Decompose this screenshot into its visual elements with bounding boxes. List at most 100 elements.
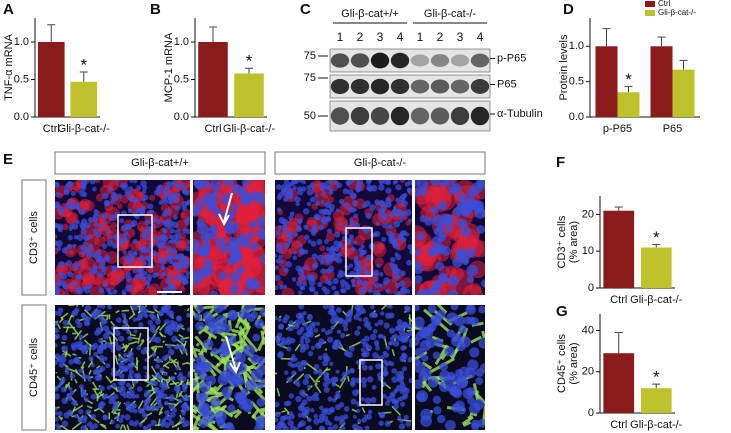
- x-tick-label: Gli-β-cat-/-: [58, 123, 110, 135]
- inset-box: [359, 359, 383, 406]
- micrograph: [275, 180, 412, 295]
- blot-band: [390, 106, 410, 126]
- lane-label: 1: [417, 30, 424, 44]
- y-axis-label: (% area): [568, 221, 580, 263]
- significance: *: [625, 70, 632, 89]
- band-label: P65: [497, 78, 517, 90]
- y-tick-label: 1.0: [14, 36, 29, 48]
- y-axis-label: TNF-α mRNA: [3, 33, 15, 101]
- arrow: [225, 335, 241, 375]
- blot-band: [390, 52, 410, 69]
- bar: [617, 92, 640, 117]
- blot-band: [330, 78, 350, 95]
- blot-band: [330, 107, 350, 125]
- bar: [603, 353, 635, 413]
- bar: [595, 46, 618, 117]
- blot-band: [470, 53, 490, 68]
- micrograph: [55, 180, 190, 295]
- blot-band: [410, 54, 430, 67]
- y-tick-label: 0.5: [569, 76, 584, 88]
- significance: *: [246, 52, 253, 71]
- y-tick-label: 0.5: [14, 73, 29, 85]
- x-tick-label: Gli-β-cat-/-: [223, 123, 275, 135]
- blot-band: [370, 52, 390, 69]
- micrograph: [415, 180, 485, 295]
- blot-band: [370, 78, 390, 95]
- mw-marker: 75: [304, 72, 316, 84]
- x-tick-label: P65: [663, 123, 683, 135]
- panel-letter: D: [563, 1, 574, 18]
- y-tick-label: 0.5: [174, 73, 189, 85]
- blot-group-label: Gli-β-cat-/-: [424, 8, 476, 20]
- blot-band: [390, 78, 410, 95]
- y-tick-label: 40: [582, 324, 594, 336]
- significance: *: [653, 368, 660, 387]
- x-tick-label: Ctrl: [610, 294, 627, 306]
- blot-strip: [329, 74, 491, 99]
- panel-letter: F: [556, 154, 565, 171]
- legend-swatch: [645, 1, 655, 7]
- row-header-box: [21, 304, 47, 431]
- y-tick-label: 0.0: [174, 111, 189, 123]
- lane-label: 2: [357, 30, 364, 44]
- blot-band: [350, 53, 370, 68]
- bar: [37, 42, 65, 117]
- y-axis-label: MCP-1 mRNA: [163, 32, 175, 102]
- blot-band: [470, 106, 490, 126]
- blot-band: [430, 54, 450, 67]
- column-header-box: [274, 151, 486, 175]
- column-header: Gli-β-cat+/+: [131, 157, 189, 169]
- lane-label: 4: [397, 30, 404, 44]
- x-tick-label: Ctrl: [610, 419, 627, 431]
- bar: [603, 210, 635, 288]
- significance: *: [80, 55, 87, 74]
- blot-band: [350, 107, 370, 125]
- legend-label: Ctrl: [658, 0, 671, 8]
- bar: [672, 69, 695, 117]
- x-tick-label: Ctrl: [43, 123, 60, 135]
- bar: [198, 42, 228, 117]
- blot-band: [470, 79, 490, 94]
- y-tick-label: 0.0: [569, 111, 584, 123]
- lane-label: 3: [377, 30, 384, 44]
- inset-box: [113, 327, 149, 381]
- y-tick-label: 1.0: [174, 36, 189, 48]
- micrograph: [193, 305, 265, 430]
- column-header-box: [54, 151, 266, 175]
- mw-marker: 75: [304, 50, 316, 62]
- y-tick-label: 20: [582, 366, 594, 378]
- blot-band: [370, 107, 390, 125]
- bar: [640, 388, 672, 413]
- row-header: CD45⁺ cells: [28, 338, 40, 397]
- y-axis-label: CD3⁺ cells: [556, 215, 568, 268]
- mw-marker: 50: [304, 110, 316, 122]
- y-tick-label: 0: [588, 407, 594, 419]
- bar: [650, 46, 673, 117]
- y-tick-label: 1.0: [569, 40, 584, 52]
- blot-band: [430, 107, 450, 125]
- micrograph: [193, 180, 265, 295]
- column-header: Gli-β-cat-/-: [354, 157, 406, 169]
- micrograph: [55, 305, 190, 430]
- bar: [70, 81, 98, 117]
- blot-band: [430, 79, 450, 94]
- x-tick-label: Gli-β-cat-/-: [630, 419, 682, 431]
- inset-box: [345, 227, 373, 277]
- panel-letter: G: [556, 303, 568, 320]
- inset-box: [117, 214, 153, 268]
- blot-band: [450, 79, 470, 94]
- arrow: [218, 192, 233, 227]
- panel-letter: A: [3, 1, 14, 18]
- y-tick-label: 10: [582, 245, 594, 257]
- micrograph: [415, 305, 485, 430]
- x-tick-label: Gli-β-cat-/-: [630, 294, 682, 306]
- lane-label: 2: [437, 30, 444, 44]
- legend-swatch: [645, 10, 655, 16]
- y-tick-label: 20: [582, 208, 594, 220]
- significance: *: [653, 228, 660, 247]
- band-label: p-P65: [497, 52, 526, 64]
- bar: [234, 73, 264, 117]
- blot-band: [330, 53, 350, 68]
- x-tick-label: p-P65: [603, 123, 632, 135]
- y-axis-label: (% area): [568, 342, 580, 384]
